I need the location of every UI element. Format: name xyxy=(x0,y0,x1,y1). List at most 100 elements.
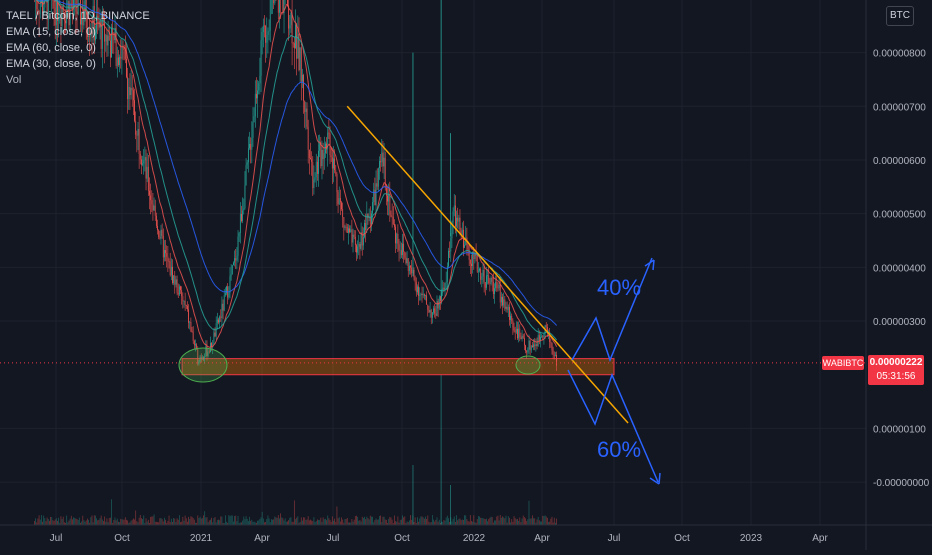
volume-bar xyxy=(421,516,423,525)
candle-body xyxy=(293,43,295,49)
candle-body xyxy=(224,293,226,296)
legend-title[interactable]: TAEL / Bitcoin, 1D, BINANCE xyxy=(6,10,150,22)
volume-bar xyxy=(458,518,460,525)
candle-body xyxy=(421,293,423,296)
volume-bar xyxy=(182,516,184,525)
volume-bar xyxy=(463,519,464,525)
y-tick-label: 0.00000800 xyxy=(873,49,926,60)
currency-button[interactable]: BTC xyxy=(886,6,914,26)
volume-bar xyxy=(203,515,204,525)
volume-bar xyxy=(197,515,199,525)
candle-body xyxy=(39,2,41,15)
volume-bar xyxy=(69,518,71,525)
volume-bar xyxy=(487,521,488,525)
candle-body xyxy=(314,177,316,180)
volume-bar xyxy=(258,520,260,525)
candle-body xyxy=(164,250,165,258)
volume-bar xyxy=(382,516,384,525)
candle-body xyxy=(390,214,392,217)
candle-body xyxy=(313,179,315,189)
candle-body xyxy=(506,306,508,310)
volume-bar xyxy=(77,520,79,525)
candle-body xyxy=(344,226,346,228)
candle-body xyxy=(101,16,103,49)
volume-bar xyxy=(327,515,329,525)
candle-body xyxy=(85,0,87,28)
candle-body xyxy=(120,56,122,59)
legend-volume[interactable]: Vol xyxy=(6,74,22,86)
legend-ema-60[interactable]: EMA (60, close, 0) xyxy=(6,42,96,54)
candle-body xyxy=(360,232,362,249)
volume-bar xyxy=(236,521,238,525)
candle-body xyxy=(550,341,552,343)
candle-body xyxy=(517,328,518,339)
volume-bar xyxy=(111,499,112,525)
volume-bar xyxy=(468,521,470,525)
volume-bar xyxy=(216,519,218,525)
volume-bar xyxy=(532,515,533,525)
candle-body xyxy=(451,222,453,239)
legend-ema-15[interactable]: EMA (15, close, 0) xyxy=(6,26,96,38)
volume-bar xyxy=(284,518,286,525)
volume-bar xyxy=(199,516,201,525)
volume-bar xyxy=(399,519,401,525)
candle-body xyxy=(536,344,538,346)
volume-bar xyxy=(119,522,120,525)
volume-bar xyxy=(475,522,477,525)
volume-bar xyxy=(388,518,390,525)
candle-body xyxy=(124,49,126,59)
volume-bar xyxy=(549,521,551,525)
volume-bar xyxy=(357,516,359,525)
candle-body xyxy=(377,168,379,187)
candle-body xyxy=(57,0,58,21)
candle-body xyxy=(169,261,171,276)
candle-body xyxy=(373,189,375,203)
volume-bar xyxy=(514,518,516,525)
volume-bar xyxy=(109,517,111,525)
candle-body xyxy=(555,354,556,356)
candle-body xyxy=(472,252,474,267)
candle-body xyxy=(253,116,255,123)
x-tick-label: Jul xyxy=(327,533,340,544)
candle-body xyxy=(553,354,555,356)
volume-bar xyxy=(543,515,545,525)
volume-bar xyxy=(428,521,430,525)
candle-body xyxy=(266,35,268,43)
volume-bar xyxy=(160,517,162,525)
volume-bar xyxy=(215,522,217,525)
candle-body xyxy=(315,161,317,178)
volume-bar xyxy=(145,518,147,525)
candle-body xyxy=(423,293,425,296)
candle-body xyxy=(213,332,215,345)
volume-bar xyxy=(302,520,303,525)
candle-body xyxy=(311,159,313,162)
volume-bar xyxy=(100,515,102,525)
volume-bar xyxy=(495,520,497,525)
volume-bar xyxy=(456,515,457,525)
candle-body xyxy=(96,15,97,33)
candle-body xyxy=(459,217,461,231)
candle-body xyxy=(155,215,157,226)
candle-body xyxy=(299,47,301,71)
candle-body xyxy=(231,265,233,275)
candle-body xyxy=(458,217,460,222)
volume-bar xyxy=(372,516,373,525)
candle-body xyxy=(282,0,284,14)
candle-body xyxy=(310,157,311,160)
volume-bar xyxy=(292,521,294,525)
candle-body xyxy=(228,292,230,298)
candle-body xyxy=(247,148,249,163)
volume-bar xyxy=(105,521,107,525)
legend-ema-30[interactable]: EMA (30, close, 0) xyxy=(6,58,96,70)
candle-body xyxy=(465,237,467,246)
volume-bar xyxy=(184,515,186,525)
candle-body xyxy=(339,198,341,203)
candle-body xyxy=(530,345,532,351)
volume-bar xyxy=(113,520,115,525)
candle-body xyxy=(162,235,164,258)
candle-body xyxy=(510,315,511,320)
volume-bar xyxy=(337,518,339,525)
volume-bar xyxy=(368,519,370,525)
